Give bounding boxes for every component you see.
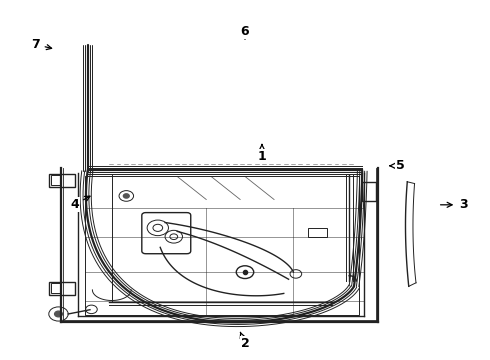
FancyBboxPatch shape: [142, 213, 191, 254]
Text: 5: 5: [390, 159, 404, 172]
Text: 6: 6: [241, 24, 249, 39]
Circle shape: [123, 194, 129, 198]
Text: 1: 1: [258, 145, 267, 163]
FancyBboxPatch shape: [51, 283, 61, 293]
Text: 4: 4: [70, 196, 90, 211]
Text: 2: 2: [240, 332, 249, 350]
Circle shape: [54, 311, 62, 317]
FancyBboxPatch shape: [51, 175, 61, 185]
Text: 7: 7: [31, 38, 51, 51]
FancyBboxPatch shape: [49, 174, 75, 187]
Text: 3: 3: [441, 198, 467, 211]
FancyBboxPatch shape: [362, 182, 376, 201]
FancyBboxPatch shape: [49, 282, 75, 295]
FancyBboxPatch shape: [308, 228, 327, 237]
